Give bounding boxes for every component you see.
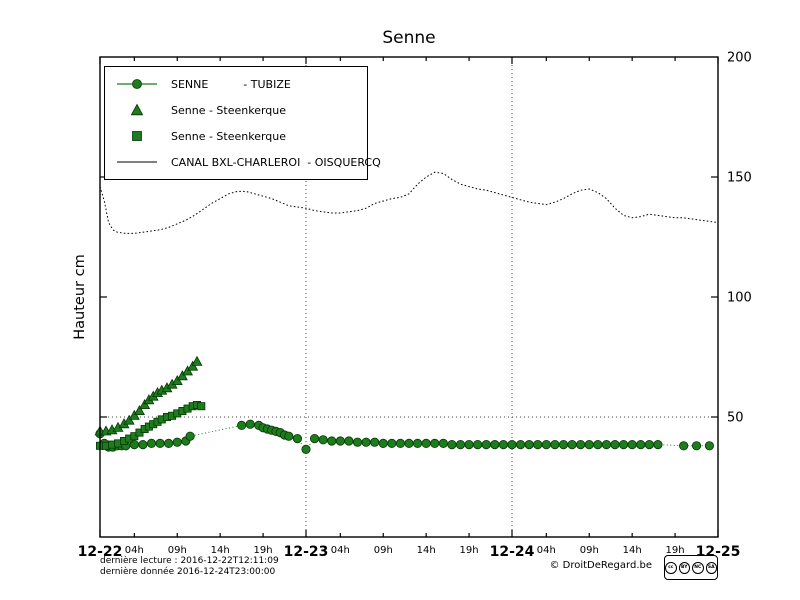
legend-item-steenkerque-square: Senne - Steenkerque — [105, 128, 367, 144]
y-tick-label: 50 — [727, 411, 744, 426]
x-tick-label: 12-23 — [284, 544, 329, 560]
x-tick-label: 19h — [666, 545, 685, 556]
cc-nc-icon: NC — [692, 561, 704, 574]
legend-circle-line-icon — [117, 79, 157, 89]
x-tick-label: 04h — [537, 545, 556, 556]
x-tick-label: 12-24 — [490, 544, 535, 560]
legend-label: CANAL BXL-CHARLEROI - OISQUERCQ — [171, 155, 381, 169]
x-tick-label: 19h — [254, 545, 273, 556]
legend-label: Senne - Steenkerque — [171, 103, 287, 117]
chart-title: Senne — [382, 28, 436, 48]
y-tick-label: 150 — [727, 171, 752, 186]
series-senne-steenkerque-squares — [96, 400, 206, 450]
x-tick-label: 12-22 — [78, 544, 123, 560]
legend: SENNE - TUBIZE Senne - Steenkerque Senne… — [104, 66, 381, 180]
legend-label: SENNE - TUBIZE — [171, 77, 291, 91]
x-tick-label: 04h — [331, 545, 350, 556]
x-tick-label: 19h — [460, 545, 479, 556]
legend-item-steenkerque-triangle: Senne - Steenkerque — [105, 102, 367, 118]
y-axis: 50 100 150 200 — [100, 51, 752, 426]
legend-line-icon — [117, 161, 157, 163]
legend-triangle-icon — [130, 103, 144, 116]
y-tick-label: 100 — [727, 291, 752, 306]
x-tick-label: 14h — [417, 545, 436, 556]
y-tick-label: 200 — [727, 51, 752, 66]
x-tick-label: 09h — [580, 545, 599, 556]
series-senne-tubize — [95, 419, 715, 454]
legend-item-tubize: SENNE - TUBIZE — [105, 76, 367, 92]
cc-logo-icon: cc — [665, 561, 677, 574]
legend-label: Senne - Steenkerque — [171, 129, 287, 143]
y-axis-label: Hauteur cm — [72, 254, 88, 340]
x-tick-label: 14h — [211, 545, 230, 556]
x-tick-label: 04h — [125, 545, 144, 556]
legend-item-canal: CANAL BXL-CHARLEROI - OISQUERCQ — [105, 154, 381, 170]
legend-square-icon — [132, 131, 142, 141]
x-tick-label: 09h — [168, 545, 187, 556]
series-canal-oisquercq — [99, 171, 719, 234]
cc-license-badge: cc BY NC SA — [664, 555, 718, 580]
cc-by-icon: BY — [678, 561, 690, 574]
cc-sa-icon: SA — [705, 561, 717, 574]
copyright-text: © DroitDeRegard.be — [549, 560, 652, 571]
x-tick-label: 14h — [623, 545, 642, 556]
last-data-text: dernière donnée 2016-12-24T23:00:00 — [100, 567, 276, 577]
last-reading-text: dernière lecture : 2016-12-22T12:11:09 — [100, 556, 279, 566]
x-tick-label: 09h — [374, 545, 393, 556]
